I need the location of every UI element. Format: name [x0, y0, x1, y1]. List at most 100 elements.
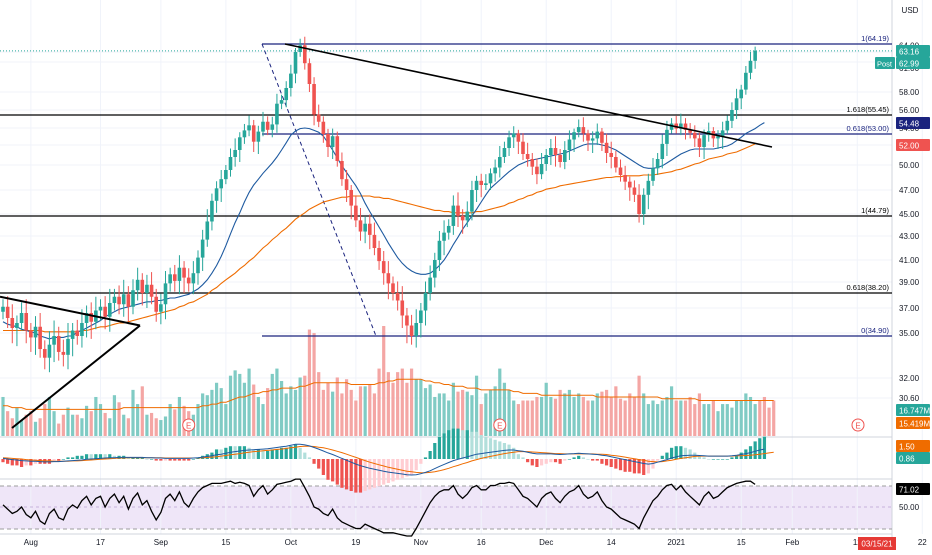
macd-histogram-bar	[84, 454, 89, 459]
volume-bar	[521, 400, 525, 436]
macd-histogram-bar	[279, 447, 284, 459]
candle-body	[70, 330, 75, 339]
macd-histogram-bar	[414, 459, 418, 471]
volume-bar	[581, 396, 585, 436]
macd-histogram-bar	[628, 459, 632, 472]
candle-body	[553, 148, 558, 155]
earnings-marker-label: E	[186, 422, 191, 431]
volume-bar	[289, 386, 293, 436]
candle-body	[112, 296, 117, 303]
volume-bar	[558, 389, 562, 436]
volume-bar	[656, 404, 660, 436]
volume-bar	[173, 409, 177, 436]
candle-body	[660, 143, 665, 159]
candle-body	[372, 234, 377, 248]
macd-histogram-bar	[502, 443, 507, 459]
candle-body	[270, 124, 275, 130]
macd-histogram-bar	[595, 459, 599, 461]
macd-histogram-bar	[707, 459, 711, 460]
macd-histogram-bar	[312, 459, 316, 464]
macd-histogram-bar	[344, 459, 349, 490]
candle-body	[344, 179, 349, 190]
candle-body	[354, 205, 358, 221]
macd-histogram-bar	[456, 428, 460, 459]
macd-histogram-bar	[6, 459, 10, 464]
candle-body	[381, 261, 386, 274]
candle-body	[456, 205, 460, 216]
volume-bar	[553, 398, 558, 436]
macd-histogram-bar	[52, 459, 56, 461]
candle-body	[335, 136, 340, 161]
candle-body	[275, 103, 279, 125]
macd-line	[2, 443, 765, 476]
volume-bar	[201, 393, 205, 436]
candle-body	[414, 323, 419, 336]
volume-bar	[266, 388, 270, 436]
volume-bar	[331, 391, 335, 436]
volume-bar	[252, 384, 256, 436]
candle-body	[228, 157, 233, 170]
volume-bar	[131, 389, 135, 436]
macd-histogram-bar	[451, 428, 455, 459]
candle-body	[511, 133, 516, 138]
post-price-badge-prefix: Post	[877, 60, 893, 69]
candle-body	[75, 330, 80, 336]
candle-body	[261, 121, 265, 132]
macd-histogram-bar	[553, 459, 558, 463]
volume-ma-line	[3, 378, 774, 410]
candle-body	[10, 318, 15, 328]
macd-histogram-bar	[744, 449, 748, 459]
volume-bar	[1, 396, 5, 436]
macd-signal-badge: 1.50	[899, 443, 915, 452]
volume-bar	[57, 423, 61, 436]
fib-level-label: 1(44.79)	[861, 206, 889, 215]
candle-body	[168, 274, 172, 284]
ma-long-line	[3, 143, 756, 333]
candle-body	[595, 131, 600, 139]
candle-body	[679, 123, 683, 129]
candle-body	[265, 121, 270, 130]
volume-bar	[47, 396, 52, 436]
macd-histogram-bar	[730, 457, 734, 459]
rsi-tick-label: 50.00	[899, 503, 920, 512]
candle-body	[186, 277, 191, 284]
volume-bar	[117, 402, 121, 436]
candle-body	[251, 125, 256, 142]
time-axis-label: 2021	[667, 538, 685, 547]
candle-body	[1, 306, 5, 312]
volume-bar	[210, 389, 214, 436]
macd-histogram-bar	[233, 446, 237, 459]
time-axis[interactable]: Aug 17 Sep 15 Oct 19 Nov 16 Dec 14 2021 15 Feb 12 22 03…	[24, 537, 928, 550]
candle-body	[516, 133, 521, 142]
macd-histogram-bar	[697, 455, 702, 459]
volume-bar	[488, 389, 493, 436]
volume-bar	[526, 400, 530, 436]
macd-histogram-bar	[539, 459, 544, 466]
candle-body	[460, 215, 465, 221]
macd-histogram-bar	[567, 459, 572, 460]
candle-body	[730, 110, 734, 121]
volume-bar	[326, 382, 330, 436]
volume-bar	[196, 404, 200, 436]
candle-body	[419, 310, 423, 323]
macd-histogram-bar	[358, 459, 363, 493]
macd-histogram-bar	[335, 459, 339, 485]
candle-body	[154, 296, 159, 312]
volume-bar	[586, 400, 590, 436]
volume-bar	[465, 391, 469, 436]
macd-histogram-bar	[163, 459, 168, 461]
macd-histogram-bar	[572, 457, 576, 459]
ma-long-badge: 52.00	[899, 142, 920, 151]
trendlines	[0, 43, 773, 429]
macd-histogram-bar	[61, 459, 65, 460]
volume-bar	[149, 412, 154, 436]
macd-histogram-bar	[214, 449, 219, 459]
macd-histogram-bar	[80, 455, 84, 459]
candle-body	[107, 303, 112, 317]
volume-bar	[108, 418, 112, 436]
price-tick-label: 50.00	[899, 161, 920, 170]
macd-histogram-bar	[103, 454, 107, 459]
